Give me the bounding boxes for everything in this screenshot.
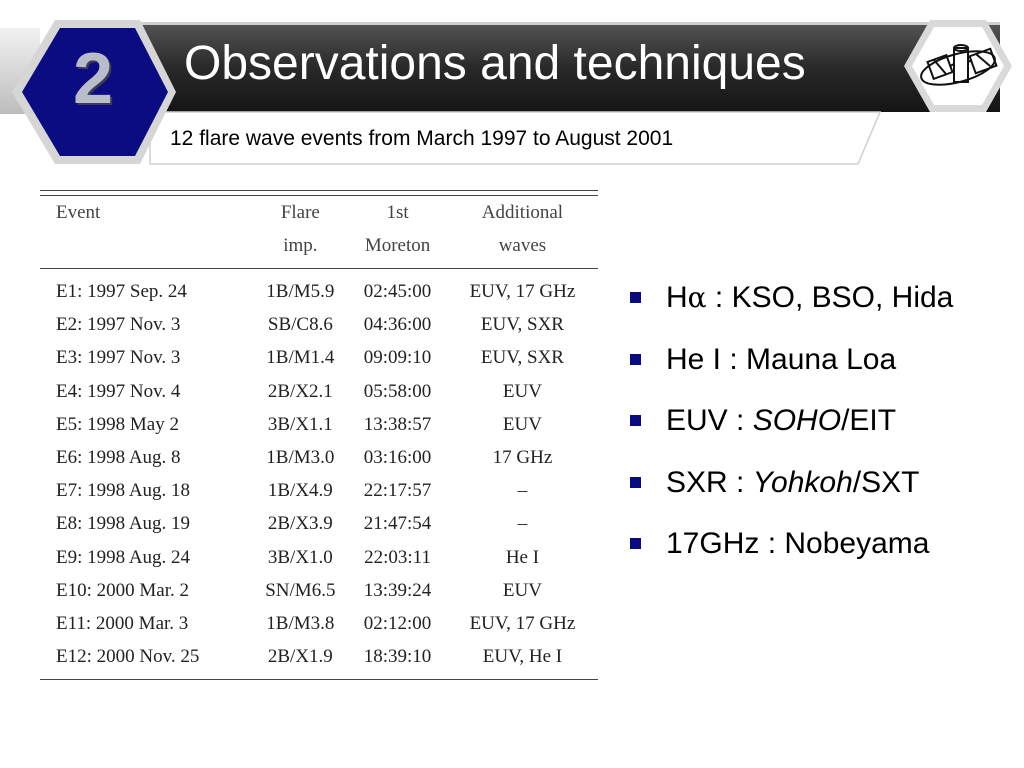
obs-italic: SOHO <box>752 404 842 437</box>
bullet-square-icon <box>630 353 641 365</box>
obs-text: SXR : <box>666 465 753 499</box>
table-row: E2: 1997 Nov. 3 SB/C8.6 04:36:00 EUV, SXR <box>40 308 598 341</box>
cell-additional: EUV, SXR <box>480 347 564 369</box>
cell-additional: EUV, He I <box>482 646 563 668</box>
bullet-square-icon <box>630 538 641 549</box>
cell-moreton: 18:39:10 <box>363 646 432 668</box>
obs-text: /SXT <box>852 465 920 499</box>
bullet-square-icon <box>630 476 641 488</box>
cell-moreton: 22:03:11 <box>364 546 431 568</box>
cell-additional: – <box>517 480 528 502</box>
cell-event: E8: 1998 Aug. 19 <box>56 513 191 535</box>
cell-flare: 1B/M3.0 <box>266 447 335 469</box>
table-row: E4: 1997 Nov. 4 2B/X2.1 05:58:00 EUV <box>40 375 598 408</box>
table-row: E12: 2000 Nov. 25 2B/X1.9 18:39:10 EUV, He … <box>40 640 598 680</box>
table-row: E11: 2000 Mar. 3 1B/M3.8 02:12:00 EUV, 17 G… <box>40 607 598 640</box>
cell-flare: SN/M6.5 <box>265 579 336 601</box>
cell-flare: 1B/M3.8 <box>266 613 335 635</box>
cell-additional: EUV, SXR <box>480 314 564 336</box>
cell-moreton: 22:17:57 <box>363 480 432 502</box>
events-table: Event Flare 1st Additional imp. Moreton … <box>40 190 598 680</box>
cell-event: E2: 1997 Nov. 3 <box>56 314 181 336</box>
cell-event: E5: 1998 May 2 <box>56 413 179 435</box>
cell-flare: 2B/X1.9 <box>267 646 333 668</box>
cell-additional: 17 GHz <box>492 447 553 469</box>
table-row: E9: 1998 Aug. 24 3B/X1.0 22:03:11 He I <box>40 541 598 574</box>
cell-flare: SB/C8.6 <box>267 314 333 336</box>
list-item: 17GHz : Nobeyama <box>628 524 953 586</box>
list-item: Hα : KSO, BSO, Hida <box>628 278 953 340</box>
cell-additional: EUV, 17 GHz <box>469 613 576 635</box>
cell-moreton: 03:16:00 <box>363 447 432 469</box>
cell-flare: 2B/X3.9 <box>267 513 333 535</box>
list-item: SXR : Yohkoh/SXT <box>628 463 953 525</box>
alpha-symbol: α <box>687 281 707 314</box>
cell-flare: 3B/X1.1 <box>267 413 333 435</box>
slide-subtitle: 12 flare wave events from March 1997 to … <box>170 127 674 150</box>
cell-additional: – <box>517 513 528 535</box>
cell-event: E4: 1997 Nov. 4 <box>56 380 181 402</box>
cell-flare: 2B/X2.1 <box>267 380 333 402</box>
cell-flare: 1B/X4.9 <box>267 480 333 502</box>
table-row: E1: 1997 Sep. 24 1B/M5.9 02:45:00 EUV, 17 G… <box>40 269 598 309</box>
slide-title: Observations and techniques <box>184 37 806 90</box>
list-item: EUV : SOHO/EIT <box>628 401 953 463</box>
cell-additional: EUV, 17 GHz <box>469 281 576 302</box>
cell-flare: 3B/X1.0 <box>267 546 333 568</box>
cell-event: E12: 2000 Nov. 25 <box>56 646 200 668</box>
table-top-rule <box>40 190 598 196</box>
cell-moreton: 05:58:00 <box>363 380 432 402</box>
cell-additional: EUV <box>502 413 542 435</box>
cell-event: E3: 1997 Nov. 3 <box>56 347 181 369</box>
table-row: E8: 1998 Aug. 19 2B/X3.9 21:47:54 – <box>40 507 598 540</box>
cell-event: E1: 1997 Sep. 24 <box>56 281 187 302</box>
header-additional: Additional <box>481 202 564 223</box>
obs-text: H <box>666 281 688 314</box>
header-event-line2 <box>40 229 253 269</box>
section-number: 2 <box>72 39 114 119</box>
obs-text: He I : Mauna Loa <box>666 342 897 376</box>
table-row: E5: 1998 May 2 3B/X1.1 13:38:57 EUV <box>40 408 598 441</box>
obs-text: /EIT <box>841 404 897 437</box>
cell-event: E11: 2000 Mar. 3 <box>56 613 189 635</box>
cell-event: E7: 1998 Aug. 18 <box>56 480 191 502</box>
table-row: E6: 1998 Aug. 8 1B/M3.0 03:16:00 17 GHz <box>40 441 598 474</box>
header-flare-line2: imp. <box>283 235 318 256</box>
obs-text: EUV : <box>666 404 753 437</box>
obs-italic: Yohkoh <box>752 465 853 499</box>
header-flare: Flare <box>280 202 320 223</box>
header-moreton-line2: Moreton <box>364 235 431 256</box>
cell-moreton: 02:45:00 <box>363 281 432 302</box>
cell-moreton: 09:09:10 <box>363 347 432 369</box>
cell-event: E10: 2000 Mar. 2 <box>56 579 189 601</box>
header-moreton: 1st <box>386 202 409 223</box>
cell-flare: 1B/M5.9 <box>266 281 335 302</box>
cell-moreton: 13:38:57 <box>363 413 432 435</box>
cell-additional: EUV <box>502 579 542 601</box>
cell-moreton: 13:39:24 <box>363 579 432 601</box>
header-additional-line2: waves <box>498 235 547 256</box>
cell-flare: 1B/M1.4 <box>266 347 335 369</box>
cell-additional: EUV <box>502 380 542 402</box>
list-item: He I : Mauna Loa <box>628 340 953 402</box>
cell-event: E6: 1998 Aug. 8 <box>56 447 181 469</box>
cell-moreton: 04:36:00 <box>363 314 432 336</box>
cell-moreton: 21:47:54 <box>363 513 432 535</box>
obs-text: 17GHz : Nobeyama <box>666 527 930 560</box>
header-event: Event <box>56 202 101 223</box>
bullet-square-icon <box>630 292 641 303</box>
table-row: E3: 1997 Nov. 3 1B/M1.4 09:09:10 EUV, SXR <box>40 341 598 374</box>
cell-event: E9: 1998 Aug. 24 <box>56 546 191 568</box>
cell-moreton: 02:12:00 <box>363 613 432 635</box>
cell-additional: He I <box>505 546 540 568</box>
table-row: E7: 1998 Aug. 18 1B/X4.9 22:17:57 – <box>40 474 598 507</box>
bullet-square-icon <box>630 415 641 426</box>
observations-list: Hα : KSO, BSO, Hida He I : Mauna Loa EUV… <box>628 278 953 586</box>
obs-text: : KSO, BSO, Hida <box>706 281 954 314</box>
table-row: E10: 2000 Mar. 2 SN/M6.5 13:39:24 EUV <box>40 574 598 607</box>
satellite-icon <box>920 44 998 86</box>
